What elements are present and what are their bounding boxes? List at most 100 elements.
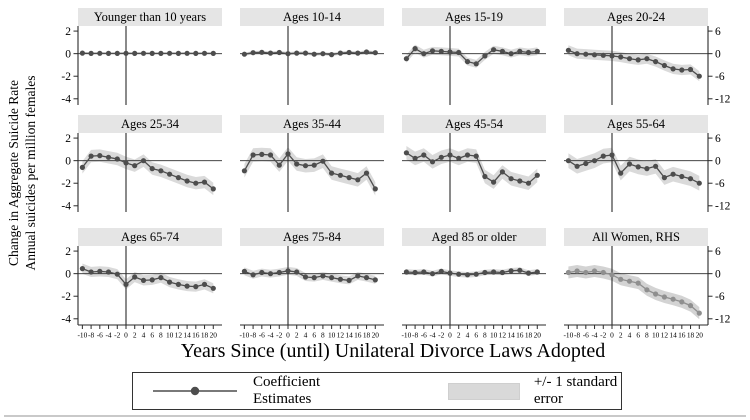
svg-text:6: 6 (715, 26, 721, 38)
legend: Coefficient Estimates +/- 1 standard err… (132, 372, 622, 410)
svg-text:-8: -8 (574, 331, 580, 340)
svg-text:-2: -2 (61, 71, 71, 83)
panel-all-women-rhs: All Women, RHS 6 0 -6 -12 -10 -8 -6 -4 -2 0 2 4 6 8 10 1… (563, 228, 731, 340)
svg-text:-6: -6 (259, 331, 265, 340)
svg-text:-12: -12 (715, 314, 731, 326)
svg-text:14: 14 (183, 331, 191, 340)
svg-text:10: 10 (652, 331, 660, 340)
plot-ages-20-24: 6 0 -6 -12 (564, 26, 731, 106)
svg-text:-4: -4 (61, 94, 71, 106)
svg-text:16: 16 (678, 331, 686, 340)
svg-text:12: 12 (661, 331, 669, 340)
svg-text:-12: -12 (715, 94, 731, 106)
plot-ages-10-14 (240, 26, 384, 105)
svg-text:-6: -6 (715, 291, 725, 303)
plot-ages-75-84: -10 -8 -6 -4 -2 0 2 4 6 8 10 12 14 16 18 20 (239, 246, 384, 340)
svg-text:-10: -10 (239, 331, 249, 340)
plot-aged-85-or-older: -10 -8 -6 -4 -2 0 2 4 6 8 10 12 14 16 18 20 (401, 246, 546, 340)
panel-aged-85-or-older: Aged 85 or older -10 -8 -6 -4 -2 0 2 4 6 8 10 12 14 16… (401, 228, 546, 340)
panel-ages-35-44: Ages 35-44 (240, 115, 384, 212)
svg-text:-6: -6 (583, 331, 589, 340)
plot-ages-35-44 (240, 133, 384, 212)
panel-ages-10-14: Ages 10-14 (240, 8, 384, 105)
y-axis-title-line1: Change in Aggregate Suicide Rate (6, 80, 21, 266)
svg-text:8: 8 (159, 331, 163, 340)
svg-text:10: 10 (166, 331, 174, 340)
plot-ages-15-19 (402, 26, 546, 105)
svg-text:6: 6 (474, 331, 478, 340)
svg-text:4: 4 (142, 331, 146, 340)
svg-text:0: 0 (65, 156, 71, 168)
svg-text:2: 2 (65, 246, 71, 258)
panel-ages-65-74: Ages 65-74 2 0 -2 -4 -10 -8 -6 -4 -2 0 2 4 6 8 10 12 14 16… (61, 228, 222, 340)
panel-ages-15-19: Ages 15-19 (402, 8, 546, 105)
svg-text:0: 0 (65, 269, 71, 281)
svg-text:-6: -6 (421, 331, 427, 340)
panel-title-aged-85-or-older: Aged 85 or older (402, 228, 546, 246)
svg-text:-4: -4 (267, 331, 273, 340)
panel-ages-75-84: Ages 75-84 -10 -8 -6 -4 -2 0 2 4 6 8 10 12 14 16 18 20 (239, 228, 384, 340)
svg-text:-8: -8 (412, 331, 418, 340)
svg-text:-4: -4 (429, 331, 435, 340)
panel-title-ages-15-19: Ages 15-19 (402, 8, 546, 26)
svg-text:-6: -6 (97, 331, 103, 340)
svg-text:2: 2 (133, 331, 137, 340)
panel-title-ages-25-34: Ages 25-34 (78, 115, 222, 133)
panel-title-younger-than-10-years: Younger than 10 years (78, 8, 222, 26)
svg-text:-6: -6 (715, 71, 725, 83)
svg-text:-4: -4 (105, 331, 111, 340)
svg-text:0: 0 (610, 331, 614, 340)
svg-text:14: 14 (345, 331, 353, 340)
svg-text:18: 18 (201, 331, 209, 340)
svg-text:0: 0 (715, 49, 721, 61)
svg-text:0: 0 (124, 331, 128, 340)
x-axis-title: Years Since (until) Unilateral Divorce L… (180, 340, 606, 362)
svg-text:14: 14 (669, 331, 677, 340)
svg-text:-10: -10 (401, 331, 411, 340)
page-divider (4, 415, 746, 417)
panel-title-all-women-rhs: All Women, RHS (564, 228, 708, 246)
svg-text:-10: -10 (77, 331, 87, 340)
svg-text:16: 16 (192, 331, 200, 340)
svg-text:20: 20 (534, 331, 542, 340)
svg-text:6: 6 (715, 246, 721, 258)
svg-text:18: 18 (687, 331, 695, 340)
svg-text:16: 16 (516, 331, 524, 340)
svg-text:-4: -4 (591, 331, 597, 340)
plot-all-women-rhs: 60-6-12-10 -8 -6 -4 -2 0 2 4 6 8 10 12 14 16 18 20 (563, 246, 730, 340)
svg-text:18: 18 (525, 331, 533, 340)
svg-text:-4: -4 (61, 201, 71, 213)
svg-text:12: 12 (175, 331, 183, 340)
svg-text:0: 0 (715, 156, 721, 168)
svg-text:-2: -2 (61, 178, 71, 190)
svg-text:10: 10 (328, 331, 336, 340)
svg-text:20: 20 (696, 331, 704, 340)
svg-text:-8: -8 (250, 331, 256, 340)
svg-text:-2: -2 (600, 331, 606, 340)
svg-text:6: 6 (150, 331, 154, 340)
svg-text:2: 2 (457, 331, 461, 340)
panel-younger-than-10-years: Younger than 10 years 2 0 -2 -4 (61, 8, 222, 106)
svg-text:0: 0 (65, 49, 71, 61)
svg-text:-2: -2 (438, 331, 444, 340)
panel-ages-20-24: Ages 20-24 6 0 -6 -12 (564, 8, 731, 106)
svg-text:-2: -2 (61, 291, 71, 303)
svg-text:18: 18 (363, 331, 371, 340)
plot-younger-than-10-years: 2 0 -2 -4 (61, 26, 222, 106)
svg-text:-2: -2 (276, 331, 282, 340)
coefficient-line-sample-icon (153, 386, 237, 396)
svg-text:14: 14 (507, 331, 515, 340)
panel-title-ages-65-74: Ages 65-74 (78, 228, 222, 246)
svg-text:6: 6 (312, 331, 316, 340)
plot-ages-25-34: 2 0 -2 -4 (61, 133, 222, 213)
svg-text:8: 8 (483, 331, 487, 340)
panel-ages-45-54: Ages 45-54 (402, 115, 546, 212)
se-band-swatch-icon (447, 382, 520, 400)
svg-text:2: 2 (65, 133, 71, 145)
svg-text:0: 0 (715, 269, 721, 281)
panel-title-ages-75-84: Ages 75-84 (240, 228, 384, 246)
plot-ages-45-54 (402, 133, 546, 212)
svg-text:12: 12 (337, 331, 345, 340)
panel-ages-55-64: Ages 55-64 6 0 -6 -12 (564, 115, 731, 213)
